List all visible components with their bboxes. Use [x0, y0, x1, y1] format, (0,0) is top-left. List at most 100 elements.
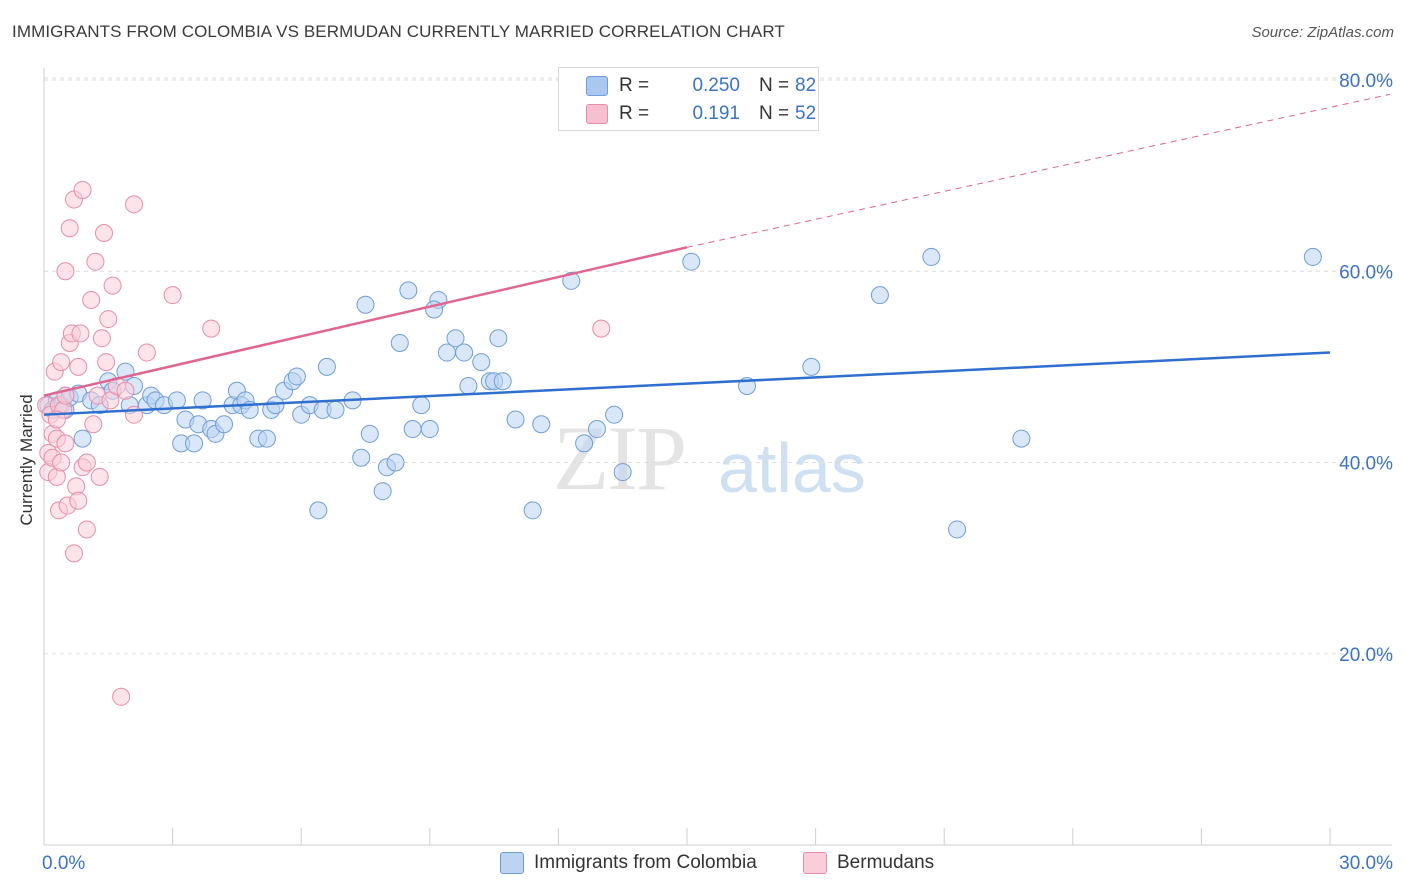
point-bermudans: [92, 329, 111, 348]
point-colombia: [682, 252, 701, 271]
point-colombia: [360, 424, 379, 443]
point-bermudans: [99, 310, 118, 329]
r-value: 0.250: [692, 75, 740, 96]
x-tick-label: 30.0%: [1339, 853, 1393, 874]
point-colombia: [287, 367, 306, 386]
point-colombia: [373, 482, 392, 501]
legend-item-colombia[interactable]: Immigrants from Colombia: [500, 852, 757, 874]
point-colombia: [523, 501, 542, 520]
point-colombia: [1303, 247, 1322, 266]
point-bermudans: [202, 319, 221, 338]
point-bermudans: [97, 353, 116, 372]
point-colombia: [575, 434, 594, 453]
source-label: Source: ZipAtlas.com: [1251, 24, 1394, 41]
point-bermudans: [112, 687, 131, 706]
point-colombia: [532, 415, 551, 434]
point-colombia: [587, 420, 606, 439]
legend-swatch-bermudans: [586, 104, 608, 124]
series-legend: Immigrants from Colombia Bermudans: [0, 852, 1406, 876]
point-colombia: [446, 329, 465, 348]
point-colombia: [493, 372, 512, 391]
point-colombia: [802, 357, 821, 376]
point-colombia: [922, 247, 941, 266]
point-colombia: [489, 329, 508, 348]
n-label: N =: [759, 103, 790, 124]
point-colombia: [193, 391, 212, 410]
point-bermudans: [103, 276, 122, 295]
correlation-legend: R = 0.250 N = 82 R = 0.191 N = 52: [558, 67, 819, 131]
point-bermudans: [69, 357, 88, 376]
point-bermudans: [116, 381, 135, 400]
point-colombia: [185, 434, 204, 453]
point-bermudans: [84, 415, 103, 434]
r-value: 0.191: [692, 103, 740, 124]
point-colombia: [326, 400, 345, 419]
point-bermudans: [137, 343, 156, 362]
n-value: 82: [795, 75, 817, 96]
point-colombia: [412, 396, 431, 415]
point-bermudans: [82, 290, 101, 309]
point-bermudans: [71, 324, 90, 343]
legend-label-bermudans: Bermudans: [837, 852, 935, 873]
point-bermudans: [86, 252, 105, 271]
point-colombia: [1012, 429, 1031, 448]
point-bermudans: [56, 262, 75, 281]
point-colombia: [257, 429, 276, 448]
point-colombia: [356, 295, 375, 314]
x-tick-label: 0.0%: [42, 853, 85, 874]
r-label: R =: [619, 75, 650, 96]
point-bermudans: [90, 467, 109, 486]
y-tick-label: 60.0%: [1339, 262, 1393, 283]
legend-label-colombia: Immigrants from Colombia: [534, 852, 757, 873]
point-colombia: [472, 353, 491, 372]
point-colombia: [613, 463, 632, 482]
point-colombia: [605, 405, 624, 424]
point-colombia: [948, 520, 967, 539]
watermark-zip: ZIP: [553, 407, 687, 509]
point-colombia: [420, 420, 439, 439]
trend-line-colombia: [43, 351, 1331, 416]
legend-swatch-colombia: [586, 76, 608, 96]
chart-title: IMMIGRANTS FROM COLOMBIA VS BERMUDAN CUR…: [12, 22, 785, 41]
point-colombia: [399, 281, 418, 300]
point-bermudans: [56, 434, 75, 453]
point-colombia: [506, 410, 525, 429]
point-bermudans: [73, 180, 92, 199]
y-tick-label: 80.0%: [1339, 71, 1393, 92]
point-bermudans: [163, 286, 182, 305]
point-colombia: [167, 391, 186, 410]
point-bermudans: [77, 520, 96, 539]
point-colombia: [386, 453, 405, 472]
trend-line-bermudans: [43, 246, 688, 397]
point-colombia: [317, 357, 336, 376]
point-colombia: [215, 415, 234, 434]
point-colombia: [309, 501, 328, 520]
point-bermudans: [125, 405, 144, 424]
point-bermudans: [125, 195, 144, 214]
point-colombia: [390, 333, 409, 352]
legend-swatch-colombia: [500, 852, 524, 874]
point-bermudans: [65, 544, 84, 563]
y-tick-label: 40.0%: [1339, 454, 1393, 475]
point-colombia: [562, 271, 581, 290]
point-bermudans: [52, 453, 71, 472]
point-colombia: [352, 448, 371, 467]
point-colombia: [73, 429, 92, 448]
y-tick-label: 20.0%: [1339, 645, 1393, 666]
point-bermudans: [77, 453, 96, 472]
point-bermudans: [60, 219, 79, 238]
n-value: 52: [795, 103, 817, 124]
n-label: N =: [759, 75, 790, 96]
point-bermudans: [52, 353, 71, 372]
r-label: R =: [619, 103, 650, 124]
watermark-atlas: atlas: [718, 429, 866, 507]
point-colombia: [455, 343, 474, 362]
point-colombia: [870, 286, 889, 305]
legend-swatch-bermudans: [803, 852, 827, 874]
point-bermudans: [592, 319, 611, 338]
point-colombia: [403, 420, 422, 439]
point-colombia: [459, 377, 478, 395]
legend-item-bermudans[interactable]: Bermudans: [803, 852, 934, 874]
point-bermudans: [95, 224, 114, 242]
